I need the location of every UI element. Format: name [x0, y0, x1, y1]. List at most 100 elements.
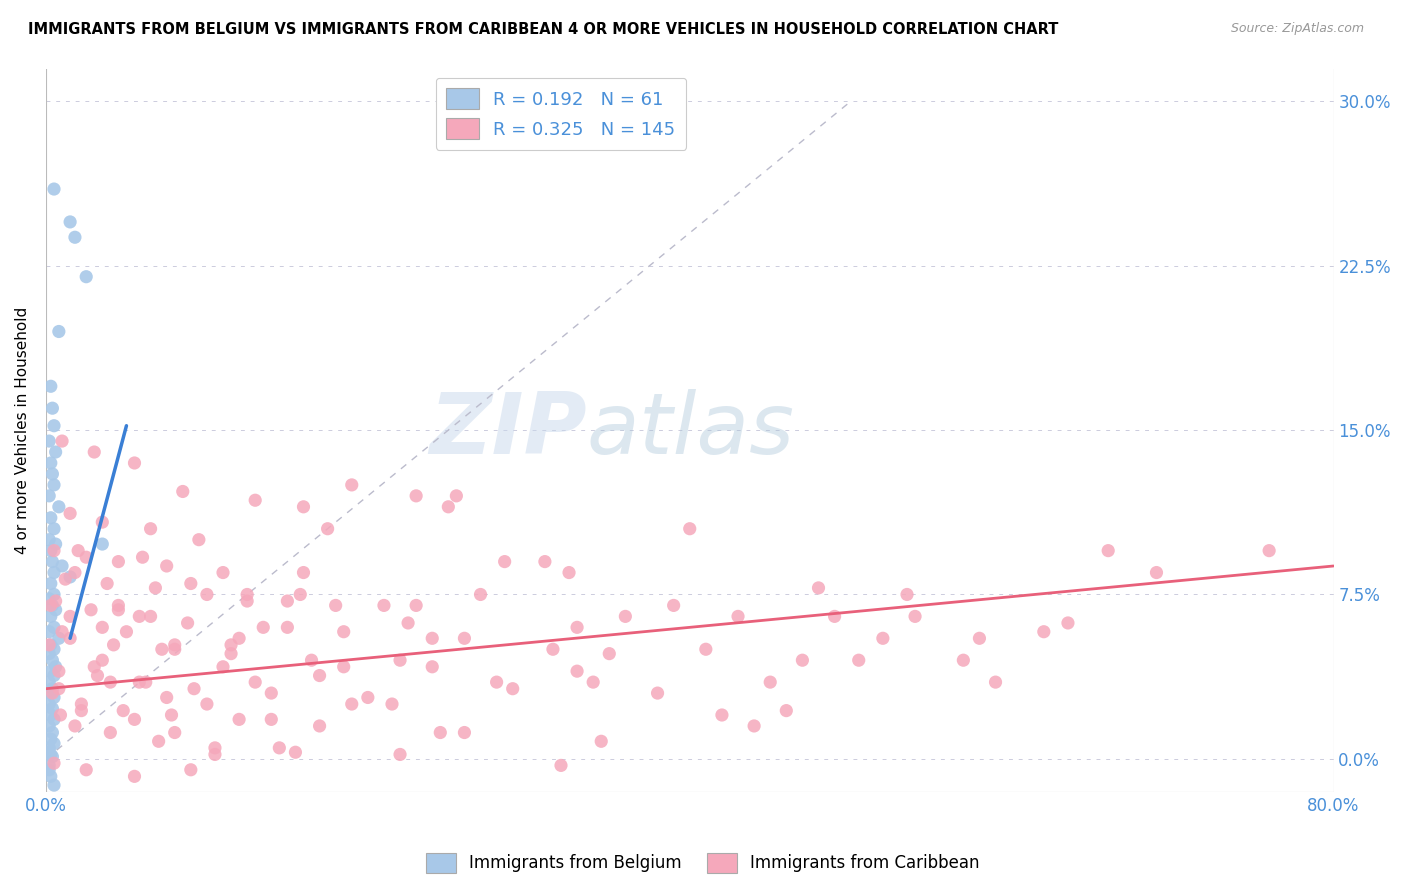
Point	[195, 697, 218, 711]
Point	[204, 740, 226, 755]
Point	[59, 609, 82, 624]
Point	[63, 719, 86, 733]
Point	[614, 609, 637, 624]
Point	[139, 609, 162, 624]
Point	[70, 697, 93, 711]
Point	[42, 642, 65, 657]
Point	[41, 653, 63, 667]
Point	[357, 690, 380, 705]
Point	[405, 489, 427, 503]
Point	[470, 587, 492, 601]
Point	[128, 609, 150, 624]
Point	[1097, 543, 1119, 558]
Point	[236, 587, 259, 601]
Point	[896, 587, 918, 601]
Point	[131, 550, 153, 565]
Text: Source: ZipAtlas.com: Source: ZipAtlas.com	[1230, 22, 1364, 36]
Point	[75, 269, 97, 284]
Text: atlas: atlas	[586, 389, 794, 472]
Point	[42, 756, 65, 771]
Point	[39, 732, 62, 747]
Point	[340, 697, 363, 711]
Point	[292, 500, 315, 514]
Point	[41, 599, 63, 613]
Point	[775, 704, 797, 718]
Point	[48, 632, 70, 646]
Point	[38, 533, 60, 547]
Text: ZIP: ZIP	[429, 389, 586, 472]
Point	[39, 609, 62, 624]
Point	[212, 566, 235, 580]
Point	[39, 510, 62, 524]
Point	[135, 675, 157, 690]
Point	[42, 543, 65, 558]
Point	[332, 624, 354, 639]
Point	[42, 587, 65, 601]
Point	[325, 599, 347, 613]
Point	[290, 587, 312, 601]
Point	[381, 697, 404, 711]
Point	[112, 704, 135, 718]
Point	[42, 418, 65, 433]
Point	[48, 664, 70, 678]
Point	[39, 379, 62, 393]
Point	[236, 594, 259, 608]
Legend: Immigrants from Belgium, Immigrants from Caribbean: Immigrants from Belgium, Immigrants from…	[419, 847, 987, 880]
Point	[39, 664, 62, 678]
Point	[124, 456, 146, 470]
Point	[91, 620, 114, 634]
Point	[48, 681, 70, 696]
Point	[969, 632, 991, 646]
Point	[437, 500, 460, 514]
Point	[75, 550, 97, 565]
Point	[39, 638, 62, 652]
Point	[180, 576, 202, 591]
Point	[42, 478, 65, 492]
Point	[42, 566, 65, 580]
Point	[494, 555, 516, 569]
Point	[591, 734, 613, 748]
Point	[41, 401, 63, 416]
Point	[1057, 615, 1080, 630]
Point	[103, 638, 125, 652]
Point	[420, 660, 443, 674]
Point	[742, 719, 765, 733]
Point	[485, 675, 508, 690]
Point	[39, 708, 62, 723]
Point	[59, 507, 82, 521]
Point	[107, 603, 129, 617]
Point	[42, 668, 65, 682]
Point	[952, 653, 974, 667]
Point	[38, 675, 60, 690]
Point	[1146, 566, 1168, 580]
Point	[647, 686, 669, 700]
Legend: R = 0.192   N = 61, R = 0.325   N = 145: R = 0.192 N = 61, R = 0.325 N = 145	[436, 78, 686, 150]
Point	[48, 500, 70, 514]
Point	[332, 660, 354, 674]
Point	[389, 653, 412, 667]
Point	[37, 745, 59, 759]
Point	[42, 778, 65, 792]
Point	[245, 493, 267, 508]
Point	[38, 647, 60, 661]
Point	[51, 624, 73, 639]
Point	[107, 599, 129, 613]
Point	[115, 624, 138, 639]
Point	[41, 555, 63, 569]
Point	[727, 609, 749, 624]
Y-axis label: 4 or more Vehicles in Household: 4 or more Vehicles in Household	[15, 307, 30, 554]
Point	[550, 758, 572, 772]
Point	[316, 522, 339, 536]
Point	[183, 681, 205, 696]
Point	[39, 747, 62, 762]
Point	[904, 609, 927, 624]
Point	[848, 653, 870, 667]
Point	[212, 660, 235, 674]
Point	[41, 725, 63, 739]
Point	[228, 632, 250, 646]
Point	[128, 675, 150, 690]
Point	[39, 543, 62, 558]
Point	[308, 668, 330, 682]
Point	[534, 555, 557, 569]
Point	[260, 712, 283, 726]
